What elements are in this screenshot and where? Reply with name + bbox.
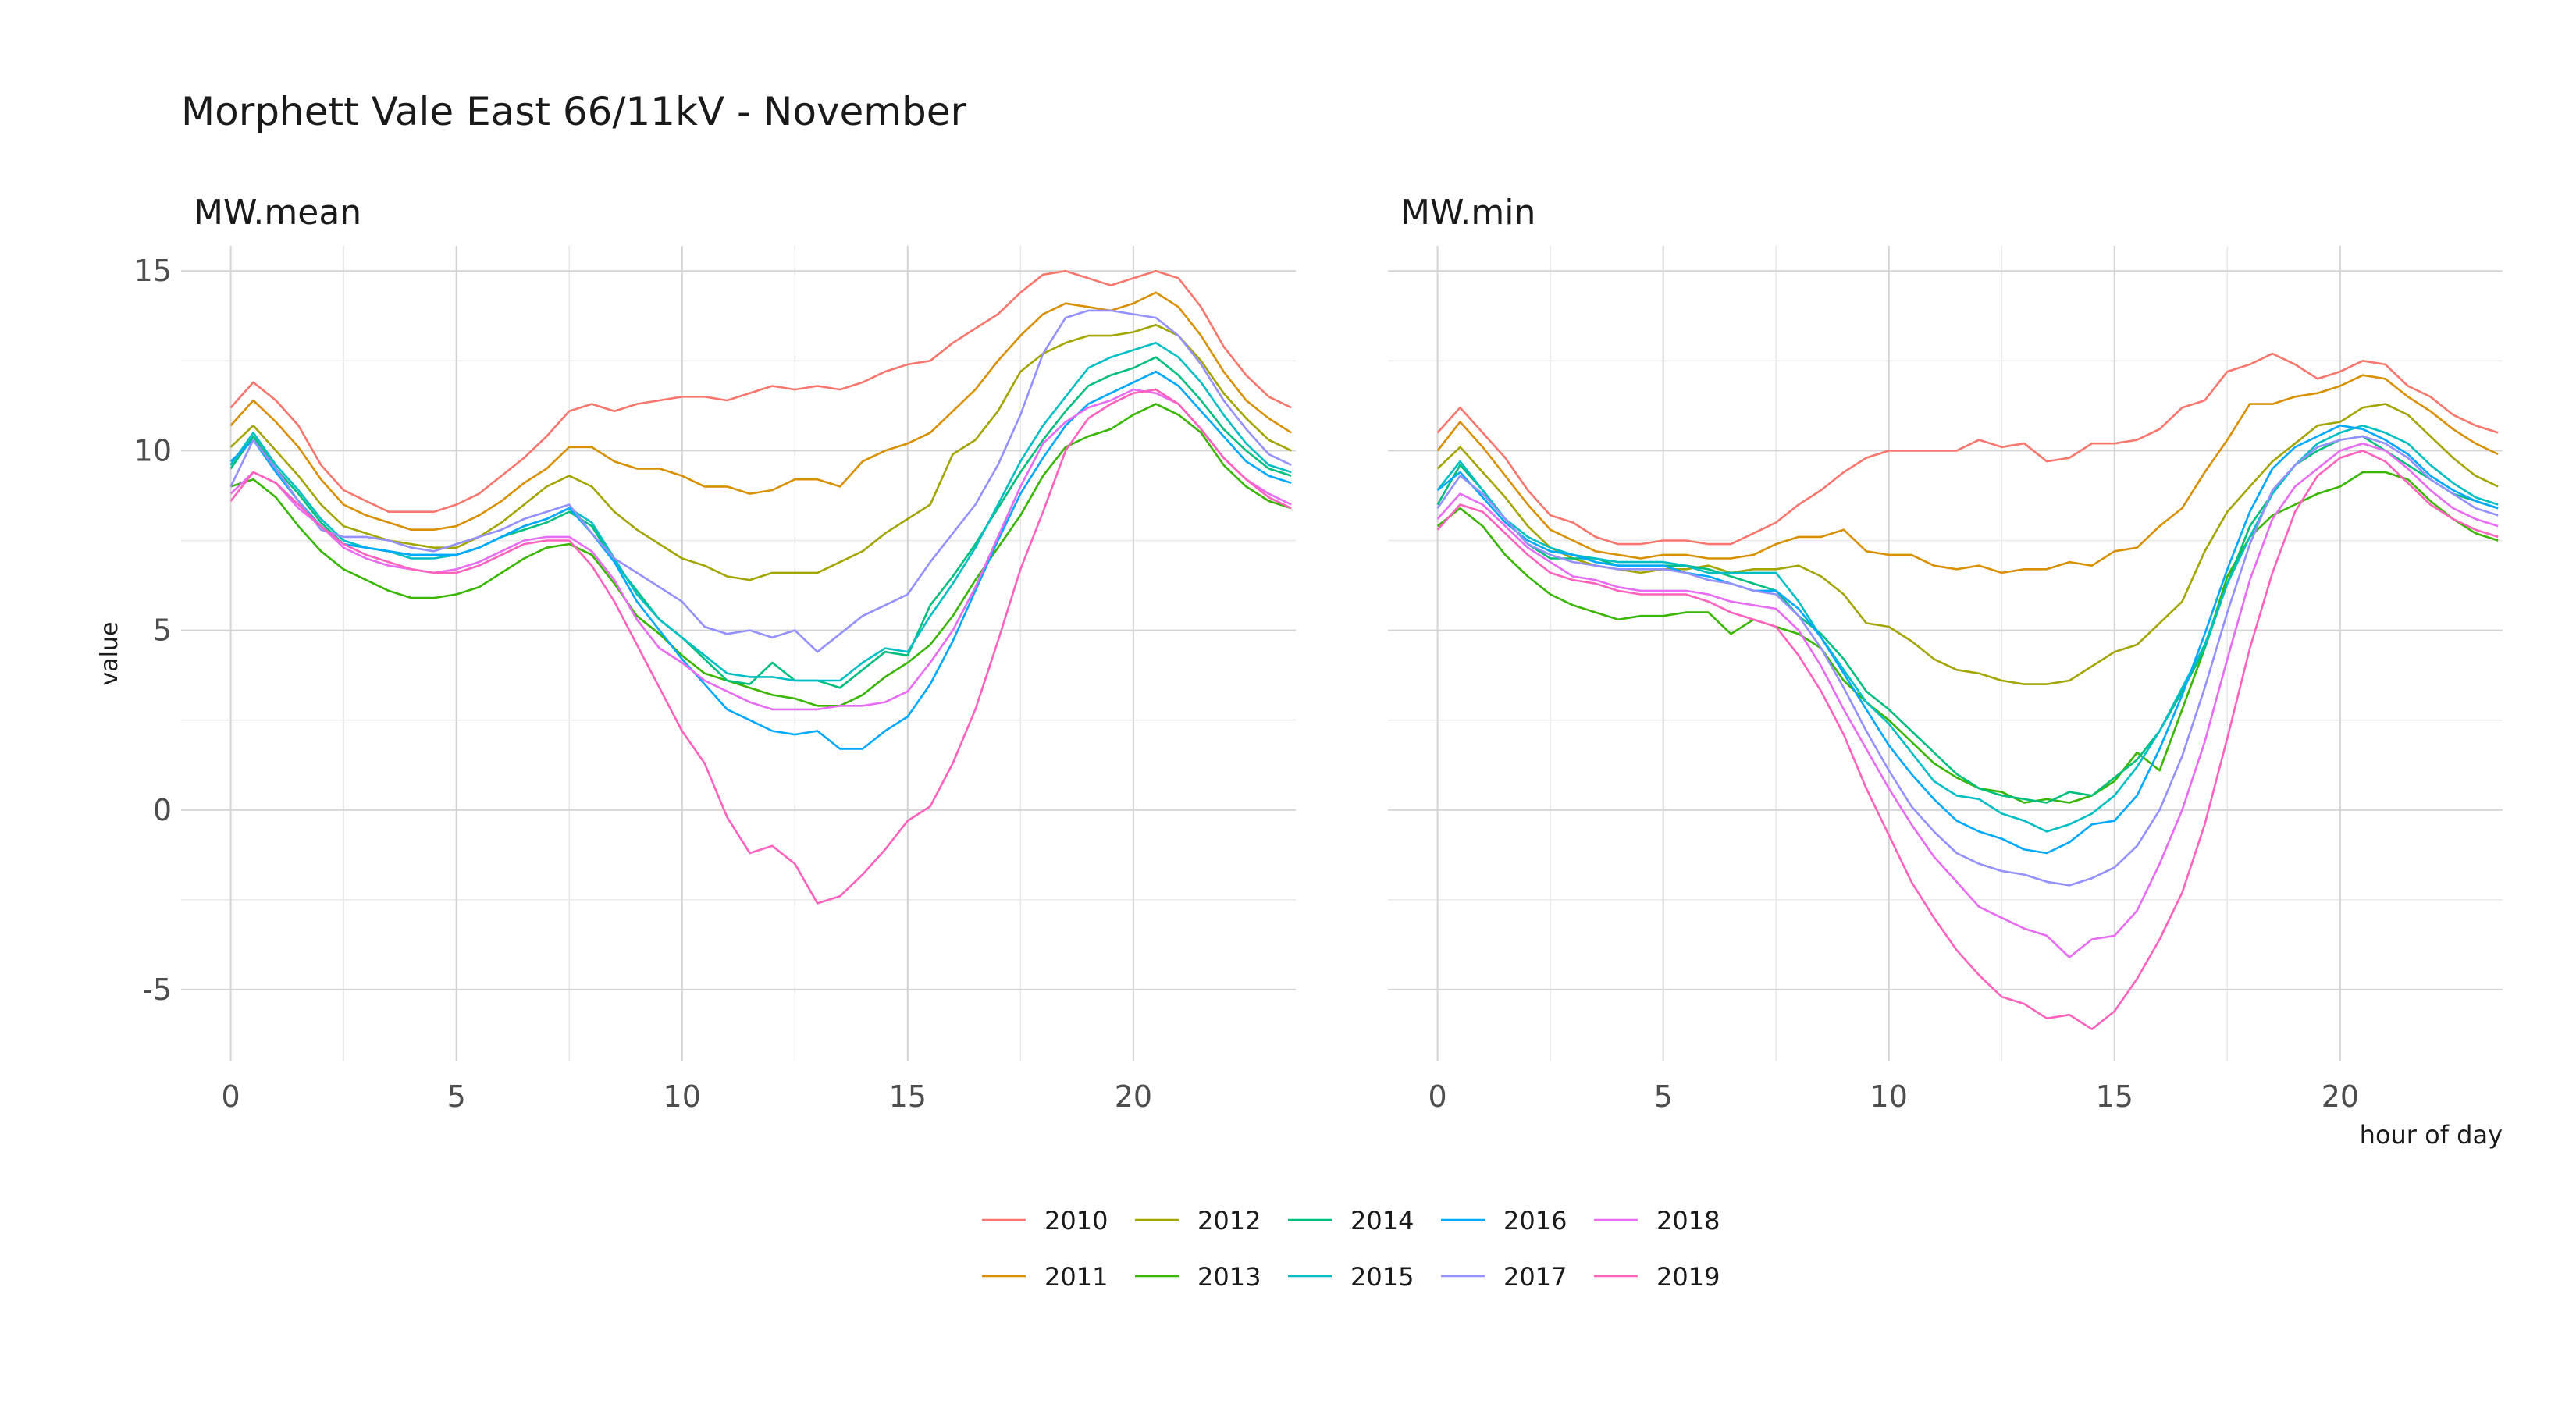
panel-title: MW.min [1400,193,1535,233]
series-line-2016 [1436,424,2499,855]
legend-item: 2012 [1135,1206,1261,1236]
legend-label: 2019 [1656,1262,1720,1292]
series-line-2017 [1436,435,2499,887]
series-line-2016 [229,370,1292,750]
series-line-2010 [229,269,1292,514]
x-tick-label: 5 [447,1079,466,1114]
legend-item: 2019 [1594,1262,1720,1292]
x-tick-label: 15 [889,1079,927,1114]
series-line-2015 [229,341,1292,682]
x-tick-label: 20 [2322,1079,2359,1114]
series-line-2019 [229,388,1292,905]
x-tick-label: 0 [1429,1079,1447,1114]
series-line-2012 [229,323,1292,581]
y-tick-label: 10 [134,433,172,468]
legend-item: 2016 [1441,1206,1567,1236]
legend-label: 2016 [1503,1206,1567,1236]
series-line-2013 [1436,471,2499,804]
y-axis-label: value [96,622,123,686]
panels: MW.mean 0 5 10 15 20 -5 0 5 10 15 value MW.min 0 5 10 15… [96,193,2503,1150]
y-tick-label: 5 [153,613,172,648]
legend-label: 2012 [1197,1206,1261,1236]
legend-item: 2013 [1135,1262,1261,1292]
legend-item: 2010 [982,1206,1108,1236]
series-line-2018 [1436,442,2499,958]
y-tick-label: -5 [142,972,172,1007]
y-tick-label: 15 [134,254,172,288]
legend-label: 2013 [1197,1262,1261,1292]
legend-label: 2014 [1350,1206,1414,1236]
x-tick-label: 10 [1870,1079,1908,1114]
x-tick-label: 20 [1115,1079,1152,1114]
panel-title: MW.mean [194,193,361,233]
legend: 2010 2011 2012 2013 2014 2015 2016 2017 2018 2019 [982,1206,1720,1292]
panel-1: MW.mean 0 5 10 15 20 -5 0 5 10 15 value [96,193,1296,1114]
legend-item: 2015 [1288,1262,1414,1292]
series-line-2010 [1436,352,2499,546]
series-line-2011 [229,291,1292,532]
series-line-2011 [1436,374,2499,574]
legend-item: 2017 [1441,1262,1567,1292]
legend-label: 2018 [1656,1206,1720,1236]
legend-item: 2018 [1594,1206,1720,1236]
x-tick-label: 0 [222,1079,240,1114]
legend-label: 2010 [1044,1206,1108,1236]
series-line-2019 [1436,450,2499,1030]
series-line-2017 [229,309,1292,653]
legend-item: 2011 [982,1262,1108,1292]
x-tick-label: 15 [2096,1079,2133,1114]
series-line-2015 [1436,424,2499,833]
x-axis-label: hour of day [2360,1120,2503,1150]
series-line-2013 [230,403,1292,707]
legend-label: 2017 [1503,1262,1567,1292]
chart-title: Morphett Vale East 66/11kV - November [181,89,966,134]
y-tick-label: 0 [153,793,172,827]
legend-label: 2011 [1044,1262,1108,1292]
x-tick-label: 10 [664,1079,701,1114]
legend-label: 2015 [1350,1262,1414,1292]
x-tick-label: 5 [1654,1079,1673,1114]
legend-item: 2014 [1288,1206,1414,1236]
